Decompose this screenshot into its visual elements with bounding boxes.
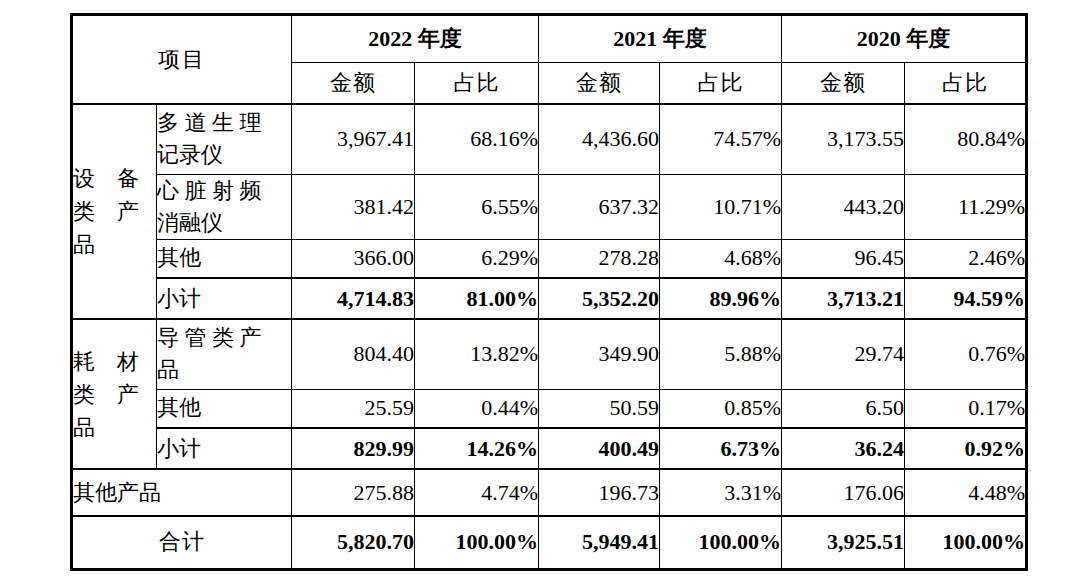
amount-cell: 36.24 — [782, 428, 905, 469]
amount-cell: 25.59 — [292, 389, 415, 428]
header-ratio-2022: 占比 — [415, 63, 539, 105]
amount-cell: 5,949.41 — [539, 516, 660, 569]
ratio-cell: 6.29% — [415, 239, 539, 278]
amount-cell: 176.06 — [782, 469, 905, 516]
table-row-equipment-subtotal: 小计 4,714.83 81.00% 5,352.20 89.96% 3,713… — [72, 278, 1027, 319]
amount-cell: 275.88 — [292, 469, 415, 516]
ratio-cell: 4.74% — [415, 469, 539, 516]
amount-cell: 804.40 — [292, 319, 415, 389]
ratio-cell: 10.71% — [660, 174, 782, 239]
ratio-cell: 80.84% — [905, 104, 1027, 174]
group-label-consumables: 耗 材 类 产 品 — [72, 319, 157, 469]
document-page: 项目 2022 年度 2021 年度 2020 年度 金额 占比 金额 占比 金… — [0, 13, 1080, 571]
header-year-2022: 2022 年度 — [292, 15, 539, 63]
subtotal-label: 小计 — [157, 428, 292, 469]
header-amount-2021: 金额 — [539, 63, 660, 105]
ratio-cell: 6.55% — [415, 174, 539, 239]
product-revenue-table: 项目 2022 年度 2021 年度 2020 年度 金额 占比 金额 占比 金… — [70, 13, 1028, 571]
amount-cell: 3,925.51 — [782, 516, 905, 569]
amount-cell: 400.49 — [539, 428, 660, 469]
ratio-cell: 0.76% — [905, 319, 1027, 389]
amount-cell: 6.50 — [782, 389, 905, 428]
ratio-cell: 100.00% — [415, 516, 539, 569]
amount-cell: 29.74 — [782, 319, 905, 389]
amount-cell: 381.42 — [292, 174, 415, 239]
header-ratio-2020: 占比 — [905, 63, 1027, 105]
amount-cell: 4,436.60 — [539, 104, 660, 174]
ratio-cell: 0.17% — [905, 389, 1027, 428]
row-label-other-products: 其他产品 — [72, 469, 292, 516]
header-year-2020: 2020 年度 — [782, 15, 1027, 63]
ratio-cell: 4.48% — [905, 469, 1027, 516]
group-label-equipment: 设 备 类 产 品 — [72, 104, 157, 319]
amount-cell: 5,352.20 — [539, 278, 660, 319]
table-row-consumables-other: 其他 25.59 0.44% 50.59 0.85% 6.50 0.17% — [72, 389, 1027, 428]
ratio-cell: 5.88% — [660, 319, 782, 389]
ratio-cell: 74.57% — [660, 104, 782, 174]
amount-cell: 443.20 — [782, 174, 905, 239]
ratio-cell: 0.85% — [660, 389, 782, 428]
table-row-multichannel-recorder: 设 备 类 产 品 多 道 生 理 记录仪 3,967.41 68.16% 4,… — [72, 104, 1027, 174]
header-amount-2022: 金额 — [292, 63, 415, 105]
ratio-cell: 0.44% — [415, 389, 539, 428]
ratio-cell: 81.00% — [415, 278, 539, 319]
amount-cell: 829.99 — [292, 428, 415, 469]
amount-cell: 196.73 — [539, 469, 660, 516]
header-item: 项目 — [72, 15, 292, 105]
ratio-cell: 4.68% — [660, 239, 782, 278]
ratio-cell: 3.31% — [660, 469, 782, 516]
table-row-equipment-other: 其他 366.00 6.29% 278.28 4.68% 96.45 2.46% — [72, 239, 1027, 278]
subtotal-label: 小计 — [157, 278, 292, 319]
ratio-cell: 100.00% — [660, 516, 782, 569]
table-row-other-products: 其他产品 275.88 4.74% 196.73 3.31% 176.06 4.… — [72, 469, 1027, 516]
product-label: 其他 — [157, 389, 292, 428]
ratio-cell: 13.82% — [415, 319, 539, 389]
ratio-cell: 100.00% — [905, 516, 1027, 569]
table-row-catheter-products: 耗 材 类 产 品 导 管 类 产 品 804.40 13.82% 349.90… — [72, 319, 1027, 389]
ratio-cell: 6.73% — [660, 428, 782, 469]
ratio-cell: 94.59% — [905, 278, 1027, 319]
table-row-cardiac-rf-ablation: 心 脏 射 频 消融仪 381.42 6.55% 637.32 10.71% 4… — [72, 174, 1027, 239]
product-label: 心 脏 射 频 消融仪 — [157, 174, 292, 239]
amount-cell: 96.45 — [782, 239, 905, 278]
ratio-cell: 68.16% — [415, 104, 539, 174]
row-label-total: 合计 — [72, 516, 292, 569]
table-row-consumables-subtotal: 小计 829.99 14.26% 400.49 6.73% 36.24 0.92… — [72, 428, 1027, 469]
amount-cell: 3,713.21 — [782, 278, 905, 319]
header-amount-2020: 金额 — [782, 63, 905, 105]
product-label: 导 管 类 产 品 — [157, 319, 292, 389]
amount-cell: 349.90 — [539, 319, 660, 389]
ratio-cell: 89.96% — [660, 278, 782, 319]
ratio-cell: 2.46% — [905, 239, 1027, 278]
ratio-cell: 0.92% — [905, 428, 1027, 469]
amount-cell: 3,173.55 — [782, 104, 905, 174]
product-label: 其他 — [157, 239, 292, 278]
table-row-total: 合计 5,820.70 100.00% 5,949.41 100.00% 3,9… — [72, 516, 1027, 569]
header-year-2021: 2021 年度 — [539, 15, 782, 63]
product-label: 多 道 生 理 记录仪 — [157, 104, 292, 174]
ratio-cell: 14.26% — [415, 428, 539, 469]
amount-cell: 278.28 — [539, 239, 660, 278]
header-ratio-2021: 占比 — [660, 63, 782, 105]
header-row-years: 项目 2022 年度 2021 年度 2020 年度 — [72, 15, 1027, 63]
amount-cell: 637.32 — [539, 174, 660, 239]
amount-cell: 4,714.83 — [292, 278, 415, 319]
amount-cell: 5,820.70 — [292, 516, 415, 569]
amount-cell: 366.00 — [292, 239, 415, 278]
ratio-cell: 11.29% — [905, 174, 1027, 239]
amount-cell: 50.59 — [539, 389, 660, 428]
amount-cell: 3,967.41 — [292, 104, 415, 174]
